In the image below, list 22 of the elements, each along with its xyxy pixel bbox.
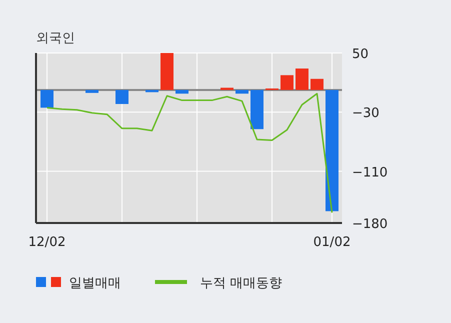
bar (236, 90, 248, 94)
bar (160, 53, 174, 90)
legend-label: 누적 매매동향 (200, 276, 282, 291)
bar (296, 68, 308, 90)
bar (310, 78, 324, 90)
chart-title: 외국인 (36, 31, 75, 46)
bar (146, 90, 158, 92)
y-tick-label: 50 (352, 47, 369, 62)
y-tick-label: −180 (352, 217, 388, 232)
bar (116, 90, 128, 104)
bar (176, 90, 188, 94)
bar (326, 90, 338, 212)
bar (280, 75, 294, 90)
bar (40, 90, 54, 108)
x-tick-label: 12/02 (28, 235, 66, 250)
line-series (46, 92, 333, 214)
legend-label: 일별매매 (69, 276, 121, 291)
bar (250, 90, 264, 130)
bar (86, 90, 98, 93)
x-tick-label: 01/02 (313, 235, 351, 250)
y-tick-label: −110 (352, 165, 388, 180)
y-tick-label: −30 (352, 106, 380, 122)
